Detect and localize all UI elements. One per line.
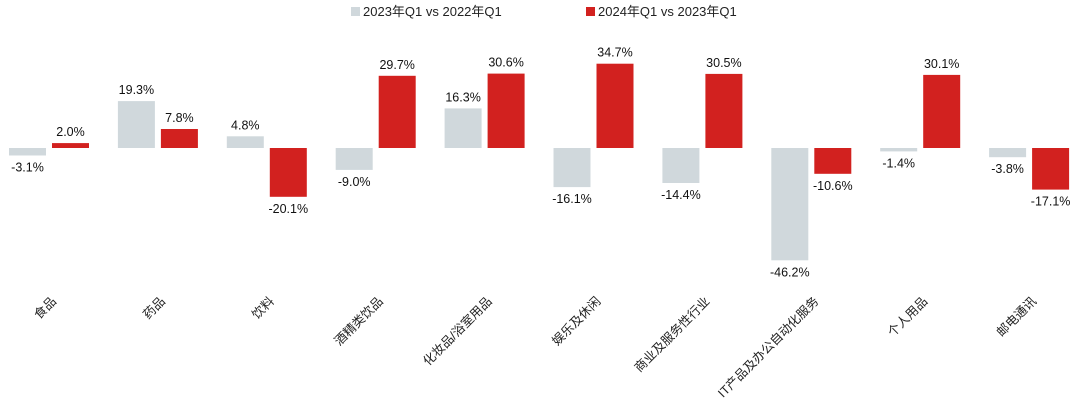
- data-label-s0-c8: -1.4%: [882, 156, 915, 170]
- data-label-s0-c4: 16.3%: [445, 90, 480, 104]
- bar-s0-c5: [553, 148, 591, 188]
- bar-s0-c3: [335, 148, 373, 170]
- data-label-s1-c9: -17.1%: [1031, 195, 1071, 209]
- bar-s0-c4: [444, 108, 482, 148]
- data-label-s0-c2: 4.8%: [231, 118, 260, 132]
- data-label-s0-c5: -16.1%: [552, 192, 592, 206]
- bar-s0-c9: [989, 148, 1027, 158]
- category-label-6: 商业及服务性行业: [631, 294, 712, 375]
- category-labels: 食品 药品 饮料 酒精类饮品 化妆品/浴室用品 娱乐及休闲 商业及服务性行业 IT产品及办公自…: [31, 294, 1040, 401]
- data-label-s1-c5: 34.7%: [597, 46, 632, 60]
- data-label-s1-c7: -10.6%: [813, 179, 853, 193]
- data-label-s1-c8: 30.1%: [924, 57, 959, 71]
- bar-s0-c2: [226, 136, 264, 148]
- bar-s1-c4: [487, 73, 525, 148]
- bar-s0-c8: [880, 148, 918, 152]
- bar-s1-c2: [269, 148, 307, 197]
- bar-s0-c0: [9, 148, 46, 156]
- category-label-1: 药品: [140, 294, 168, 322]
- bar-s1-c3: [378, 75, 416, 148]
- bar-s1-c1: [160, 129, 198, 148]
- legend-swatch-2024: [586, 7, 595, 16]
- data-label-s1-c4: 30.6%: [488, 56, 523, 70]
- category-label-4: 化妆品/浴室用品: [420, 294, 495, 369]
- legend: 2023年Q1 vs 2022年Q1 2024年Q1 vs 2023年Q1: [351, 4, 737, 19]
- bar-s1-c0: [52, 143, 89, 148]
- data-label-s1-c2: -20.1%: [268, 202, 308, 216]
- legend-label-2024: 2024年Q1 vs 2023年Q1: [598, 4, 737, 19]
- bar-s0-c7: [771, 148, 809, 261]
- data-labels: -3.1% 2.0% 19.3% 7.8% 4.8% -20.1% -9.0% 29.7% 16…: [11, 46, 1070, 280]
- bar-s1-c5: [596, 63, 634, 149]
- bar-s1-c7: [814, 148, 852, 174]
- data-label-s0-c1: 19.3%: [119, 83, 154, 97]
- category-label-2: 饮料: [249, 294, 277, 322]
- bar-s1-c8: [923, 74, 961, 148]
- bar-s0-c6: [662, 148, 700, 183]
- data-label-s1-c6: 30.5%: [706, 56, 741, 70]
- data-label-s0-c0: -3.1%: [11, 161, 44, 175]
- data-label-s1-c1: 7.8%: [165, 111, 194, 125]
- data-label-s1-c0: 2.0%: [56, 125, 85, 139]
- bar-s1-c9: [1032, 148, 1070, 190]
- category-label-9: 邮电通讯: [994, 294, 1040, 340]
- category-label-0: 食品: [31, 294, 59, 322]
- legend-swatch-2023: [351, 7, 360, 16]
- category-label-8: 个人用品: [885, 294, 930, 339]
- data-label-s0-c9: -3.8%: [991, 162, 1024, 176]
- data-label-s0-c3: -9.0%: [338, 175, 371, 189]
- category-label-7: IT产品及办公自动化服务: [715, 294, 822, 401]
- data-label-s1-c3: 29.7%: [379, 58, 414, 72]
- bar-s0-c1: [117, 101, 155, 148]
- bar-s1-c6: [705, 73, 743, 148]
- category-label-3: 酒精类饮品: [332, 294, 386, 348]
- bars: [9, 63, 1070, 261]
- category-label-5: 娱乐及休闲: [550, 294, 604, 348]
- data-label-s0-c7: -46.2%: [770, 265, 810, 279]
- legend-label-2023: 2023年Q1 vs 2022年Q1: [363, 4, 502, 19]
- data-label-s0-c6: -14.4%: [661, 188, 701, 202]
